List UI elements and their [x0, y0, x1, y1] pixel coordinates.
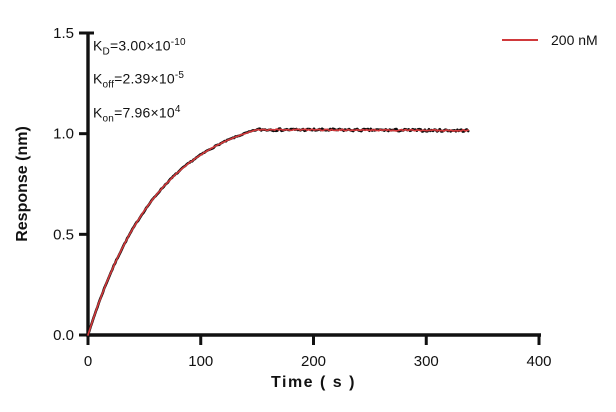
- x-tick-label: 0: [84, 353, 92, 370]
- legend-line-swatch: [502, 39, 538, 41]
- y-axis-title: Response (nm): [14, 126, 31, 242]
- legend: 200 nM: [502, 31, 598, 49]
- legend-label: 200 nM: [551, 32, 598, 48]
- x-tick-label: 100: [188, 353, 213, 370]
- x-tick-label: 200: [301, 353, 326, 370]
- x-tick-label: 300: [414, 353, 439, 370]
- koff-value: Koff=2.39×10-5: [93, 70, 185, 91]
- kon-value: Kon=7.96×104: [93, 103, 181, 125]
- raw-data-curve: [86, 127, 470, 337]
- kd-value: KD=3.00×10-10: [93, 37, 186, 58]
- y-tick-label: 1.5: [53, 25, 74, 42]
- kinetics-annotation: KD=3.00×10-10 Koff=2.39×10-5 Kon=7.96×10…: [93, 31, 186, 131]
- y-tick-label: 0.0: [53, 327, 74, 344]
- fit-curve: [87, 128, 470, 336]
- y-tick-label: 0.5: [53, 226, 74, 243]
- x-axis-title: Time ( s ): [271, 374, 356, 391]
- x-tick-label: 400: [526, 353, 551, 370]
- y-tick-label: 1.0: [53, 126, 74, 143]
